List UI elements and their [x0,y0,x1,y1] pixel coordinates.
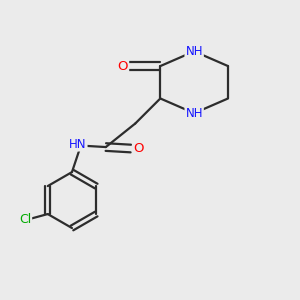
Text: NH: NH [185,107,203,120]
Text: NH: NH [185,45,203,58]
Text: O: O [133,142,143,155]
Text: Cl: Cl [19,213,31,226]
Text: O: O [118,60,128,73]
Text: HN: HN [69,138,87,151]
